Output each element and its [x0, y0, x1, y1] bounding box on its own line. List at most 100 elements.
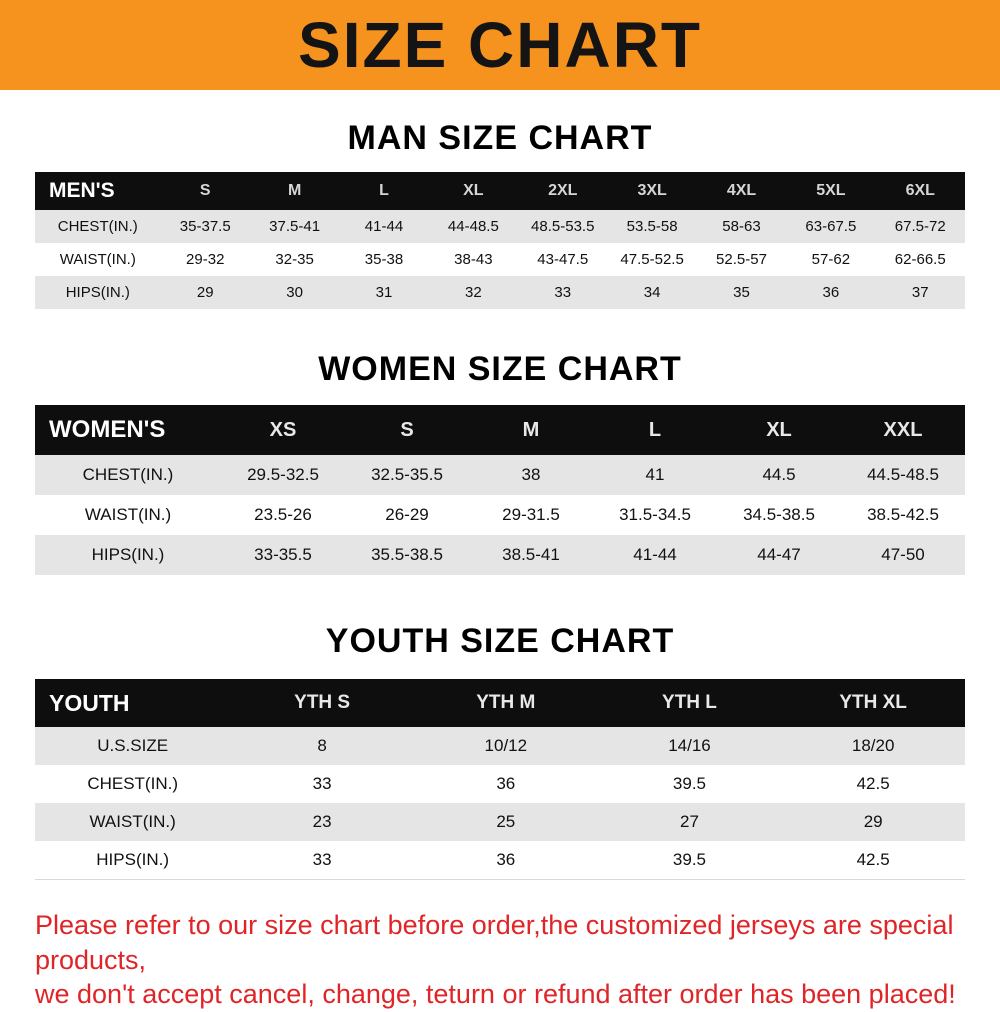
table-row: WAIST(IN.) 29-32 32-35 35-38 38-43 43-47.5 47.… [35, 243, 965, 276]
table-cell: 32-35 [275, 251, 314, 268]
table-cell: 27 [680, 812, 699, 831]
mens-table-header-row: MEN'S S M L XL 2XL 3XL 4XL 5XL 6XL [35, 172, 965, 210]
table-cell: 14/16 [668, 736, 711, 755]
table-cell: 47.5-52.5 [620, 251, 684, 268]
table-cell: 42.5 [856, 774, 890, 793]
table-cell: 47-50 [881, 545, 925, 564]
table-cell: 34.5-38.5 [743, 505, 815, 524]
table-row: HIPS(IN.) 29 30 31 32 33 34 35 36 37 [35, 276, 965, 309]
table-cell: 35-37.5 [179, 218, 231, 235]
man-size-chart-heading: MAN SIZE CHART [347, 119, 653, 157]
table-cell: 32 [465, 284, 482, 301]
column-header: L [379, 182, 389, 199]
table-cell: 62-66.5 [894, 251, 946, 268]
table-cell: 44.5-48.5 [867, 465, 939, 484]
table-cell: 37 [911, 284, 929, 301]
table-cell: 44.5 [762, 465, 796, 484]
row-label: CHEST(IN.) [87, 774, 178, 793]
disclaimer-text: Please refer to our size chart before or… [35, 908, 965, 1012]
row-label: WAIST(IN.) [84, 505, 172, 524]
youth-size-chart-heading: YOUTH SIZE CHART [325, 622, 675, 660]
table-cell: 48.5-53.5 [531, 218, 595, 235]
table-cell: 35 [733, 284, 750, 301]
table-cell: 41-44 [364, 218, 404, 235]
table-cell: 8 [317, 736, 327, 755]
table-cell: 10/12 [484, 736, 528, 755]
table-cell: 29 [863, 812, 883, 831]
table-cell: 52.5-57 [716, 251, 767, 268]
column-header: M [522, 418, 540, 441]
table-cell: 23 [312, 812, 332, 831]
column-header: M [287, 182, 302, 199]
youth-table-title: YOUTH [49, 689, 130, 716]
table-cell: 34 [643, 284, 661, 301]
row-label: HIPS(IN.) [96, 850, 170, 869]
table-cell: 39.5 [672, 850, 707, 869]
column-header: YTH M [476, 692, 536, 713]
youth-size-table: YOUTH YTH S YTH M YTH L YTH XL U.S.SIZE 8 10/12… [35, 679, 965, 880]
table-row: WAIST(IN.) 23.5-26 26-29 29-31.5 31.5-34.5 34… [35, 495, 965, 535]
table-cell: 67.5-72 [894, 218, 946, 235]
womens-table-title: WOMEN'S [49, 416, 166, 443]
disclaimer-line-2: we don't accept cancel, change, teturn o… [35, 979, 956, 1010]
table-cell: 36 [822, 284, 840, 301]
table-cell: 43-47.5 [537, 251, 589, 268]
table-cell: 18/20 [851, 736, 895, 755]
table-cell: 31.5-34.5 [619, 505, 691, 524]
table-cell: 53.5-58 [626, 218, 678, 235]
disclaimer-line-1: Please refer to our size chart before or… [35, 910, 954, 975]
row-label: CHEST(IN.) [57, 218, 138, 235]
table-cell: 29 [196, 284, 214, 301]
table-cell: 38.5-42.5 [867, 505, 939, 524]
column-header: XL [463, 182, 484, 199]
table-cell: 29-31.5 [502, 505, 560, 524]
size-chart-banner: SIZE CHART [0, 0, 1000, 90]
row-label: WAIST(IN.) [59, 251, 136, 268]
table-row: WAIST(IN.) 23 25 27 29 [35, 803, 965, 841]
table-row: U.S.SIZE 8 10/12 14/16 18/20 [35, 727, 965, 765]
table-cell: 23.5-26 [254, 505, 312, 524]
column-header: 6XL [905, 182, 935, 199]
table-cell: 38 [521, 465, 541, 484]
table-row: CHEST(IN.) 35-37.5 37.5-41 41-44 44-48.5 48.5… [35, 210, 965, 243]
column-header: S [199, 182, 211, 199]
table-cell: 29.5-32.5 [247, 465, 319, 484]
row-label: HIPS(IN.) [65, 284, 130, 301]
womens-table-header-row: WOMEN'S XS S M L XL XXL [35, 405, 965, 455]
women-size-chart-heading: WOMEN SIZE CHART [318, 350, 682, 388]
mens-table-title: MEN'S [49, 179, 115, 202]
table-cell: 33 [312, 774, 332, 793]
table-cell: 35-38 [364, 251, 404, 268]
column-header: 3XL [637, 182, 667, 199]
table-cell: 44-47 [757, 545, 801, 564]
column-header: XXL [883, 418, 923, 441]
column-header: 5XL [816, 182, 846, 199]
column-header: 2XL [548, 182, 578, 199]
table-cell: 41 [645, 465, 665, 484]
table-cell: 25 [496, 812, 516, 831]
table-cell: 33 [312, 850, 332, 869]
column-header: 4XL [726, 182, 757, 199]
table-row: HIPS(IN.) 33-35.5 35.5-38.5 38.5-41 41-44 44-… [35, 535, 965, 575]
table-row: CHEST(IN.) 29.5-32.5 32.5-35.5 38 41 44.5 44.5… [35, 455, 965, 495]
page-title: SIZE CHART [298, 9, 702, 81]
column-header: L [648, 418, 662, 441]
table-row: CHEST(IN.) 33 36 39.5 42.5 [35, 765, 965, 803]
womens-size-table: WOMEN'S XS S M L XL XXL CHEST(IN.) 29.5-32.5 32.5… [35, 405, 965, 575]
table-cell: 29-32 [186, 251, 225, 268]
table-cell: 30 [286, 284, 303, 301]
table-cell: 33 [554, 284, 572, 301]
row-label: HIPS(IN.) [91, 545, 165, 564]
table-row: HIPS(IN.) 33 36 39.5 42.5 [35, 841, 965, 879]
column-header: XS [269, 418, 297, 441]
table-cell: 35.5-38.5 [371, 545, 443, 564]
table-cell: 41-44 [633, 545, 677, 564]
column-header: YTH XL [839, 692, 907, 713]
row-label: U.S.SIZE [97, 736, 169, 755]
table-cell: 31 [375, 284, 393, 301]
table-cell: 32.5-35.5 [371, 465, 443, 484]
column-header: YTH L [662, 692, 717, 713]
row-label: CHEST(IN.) [82, 465, 174, 484]
table-cell: 58-63 [722, 218, 761, 235]
youth-table-header-row: YOUTH YTH S YTH M YTH L YTH XL [35, 679, 965, 727]
